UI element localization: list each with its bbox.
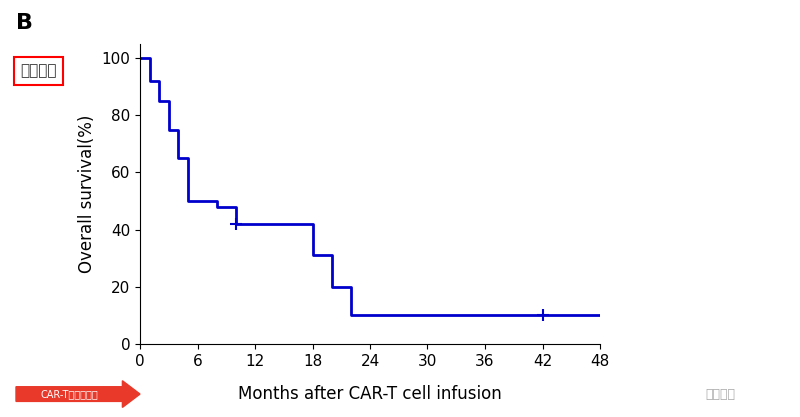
Text: B: B: [16, 13, 33, 33]
Text: 无癌家园: 无癌家园: [705, 387, 735, 401]
Y-axis label: Overall survival(%): Overall survival(%): [78, 115, 96, 273]
Text: Months after CAR-T cell infusion: Months after CAR-T cell infusion: [238, 385, 502, 403]
Text: 总生存率: 总生存率: [20, 63, 57, 78]
Text: CAR-T输注后月份: CAR-T输注后月份: [40, 389, 98, 399]
